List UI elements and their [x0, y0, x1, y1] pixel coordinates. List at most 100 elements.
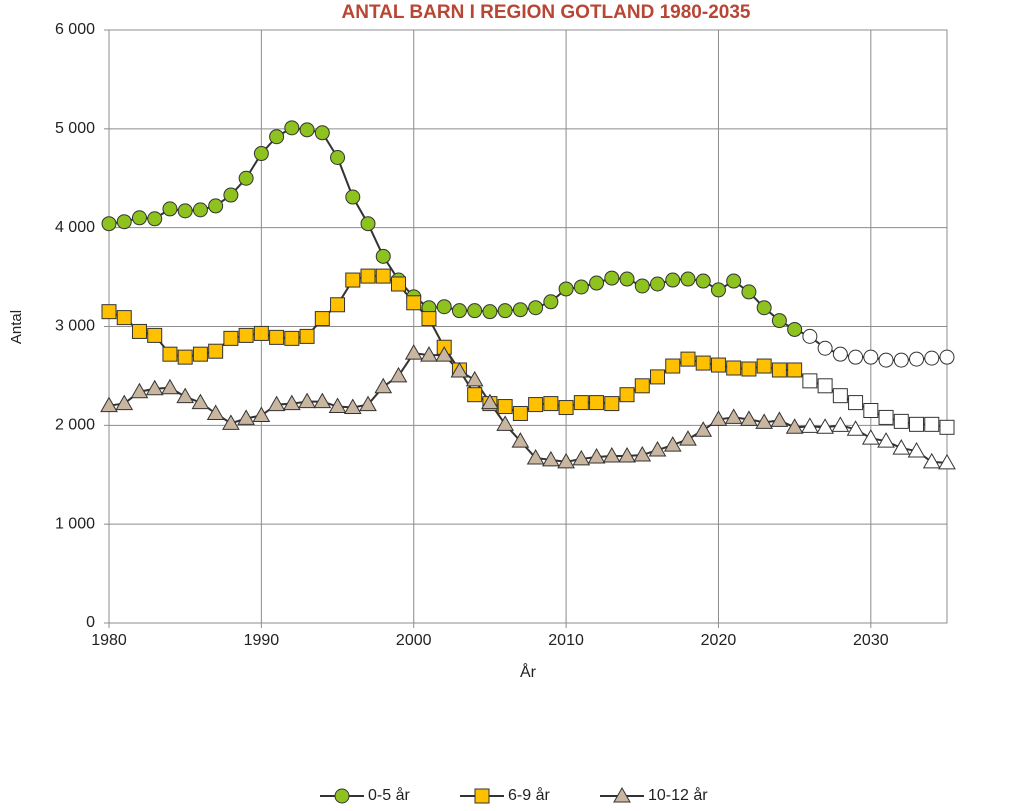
data-point	[938, 453, 956, 470]
data-point	[924, 350, 940, 366]
data-point	[802, 328, 818, 344]
data-point	[817, 340, 833, 356]
data-point	[389, 366, 408, 383]
x-axis-label: År	[520, 662, 537, 681]
data-point	[406, 295, 422, 311]
data-point	[633, 445, 652, 462]
data-point	[528, 300, 544, 316]
data-point	[909, 351, 925, 367]
data-point	[877, 432, 895, 448]
data-point	[893, 352, 909, 368]
data-point	[101, 304, 117, 320]
data-point	[328, 397, 347, 414]
data-point	[147, 211, 163, 227]
y-tick-label: 3 000	[55, 318, 95, 335]
data-point	[345, 272, 361, 288]
legend-item: 6-9 år	[460, 786, 550, 804]
data-point	[680, 351, 696, 367]
data-point	[679, 430, 697, 446]
data-point	[208, 343, 224, 359]
data-point	[710, 282, 726, 298]
data-point	[360, 268, 376, 284]
data-point	[589, 395, 605, 411]
plot-border	[108, 29, 948, 624]
data-point	[589, 275, 605, 291]
data-point	[878, 352, 894, 368]
data-point	[741, 361, 757, 377]
data-point	[878, 409, 894, 425]
data-point	[801, 417, 819, 433]
data-point	[573, 279, 589, 295]
data-point	[939, 419, 955, 435]
data-point	[650, 369, 666, 385]
y-tick-label: 4 000	[55, 219, 95, 236]
data-point	[465, 370, 484, 387]
data-point	[267, 395, 286, 412]
data-point	[390, 276, 406, 292]
data-point	[541, 450, 560, 467]
data-point	[222, 414, 240, 430]
data-point	[252, 406, 271, 422]
data-point	[420, 346, 438, 362]
data-point	[116, 310, 132, 326]
data-point	[634, 278, 650, 294]
data-point	[694, 421, 713, 437]
data-point	[665, 358, 681, 374]
data-point	[177, 349, 193, 365]
data-point	[909, 416, 925, 432]
data-point	[832, 346, 848, 362]
data-point	[709, 410, 728, 426]
data-point	[648, 441, 667, 457]
data-point	[558, 400, 574, 416]
data-point	[374, 377, 393, 394]
data-point	[269, 329, 285, 345]
data-point	[512, 302, 528, 318]
data-point	[924, 416, 940, 432]
data-point	[787, 321, 803, 337]
data-point	[511, 432, 530, 448]
data-point	[756, 300, 772, 316]
data-point	[238, 327, 254, 343]
data-point	[573, 395, 589, 411]
data-point	[892, 439, 911, 455]
data-point	[314, 311, 330, 327]
data-point	[192, 346, 208, 362]
legend-label: 6-9 år	[508, 786, 550, 804]
data-point	[436, 299, 452, 315]
data-point	[817, 378, 833, 394]
data-point	[710, 357, 726, 373]
data-point	[543, 396, 559, 412]
data-point	[101, 216, 117, 232]
data-point	[604, 396, 620, 412]
data-point	[770, 411, 789, 427]
data-point	[253, 146, 269, 162]
data-point	[557, 452, 575, 469]
y-tick-label: 6 000	[55, 21, 95, 38]
data-point	[496, 415, 515, 431]
data-point	[558, 281, 574, 297]
x-tick-label: 2030	[853, 632, 889, 649]
data-point	[145, 379, 164, 396]
data-point	[451, 303, 467, 319]
data-point	[375, 268, 391, 284]
data-point	[755, 413, 774, 429]
x-tick-label: 2020	[701, 632, 737, 649]
data-point	[832, 388, 848, 404]
data-point	[497, 303, 513, 319]
data-point	[726, 273, 742, 289]
data-point	[359, 395, 377, 412]
data-point	[223, 330, 239, 346]
y-tick-label: 5 000	[55, 120, 95, 137]
data-point	[253, 325, 269, 341]
data-point	[695, 273, 711, 289]
data-point	[162, 346, 178, 362]
data-point	[939, 349, 955, 365]
data-point	[284, 330, 300, 346]
data-point	[907, 442, 926, 458]
data-point	[604, 270, 620, 286]
data-point	[771, 362, 787, 378]
data-point	[848, 349, 864, 365]
data-point	[724, 408, 743, 424]
x-tick-label: 1980	[91, 632, 127, 649]
data-point	[282, 394, 301, 411]
